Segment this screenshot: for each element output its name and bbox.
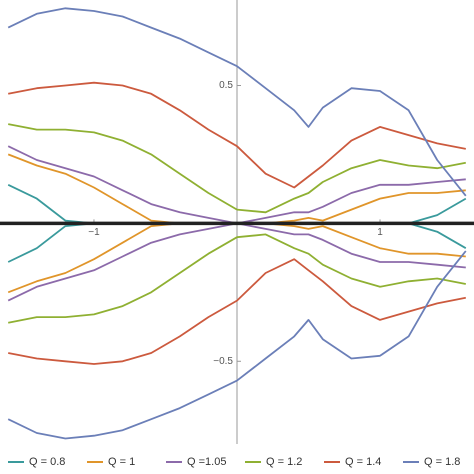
series-line: [7, 7, 467, 197]
legend-label: Q = 0.8: [29, 456, 65, 468]
legend-label: Q = 1: [108, 456, 135, 468]
legend-label: Q =1.05: [187, 456, 226, 468]
plot-area: −1 1 −0.5 0.5: [0, 0, 474, 444]
x-tick-label: 1: [377, 227, 383, 238]
series-line: [7, 145, 466, 225]
legend-label: Q = 1.8: [424, 456, 460, 468]
series-line: [7, 250, 467, 440]
series-line: [8, 123, 466, 214]
series-line: [7, 222, 466, 302]
legend-label: Q = 1.4: [345, 456, 381, 468]
series-line: [8, 233, 466, 324]
x-tick-label: −1: [88, 227, 100, 238]
legend-label: Q = 1.2: [266, 456, 302, 468]
y-tick-label: −0.5: [213, 356, 233, 367]
legend: Q = 0.8 Q = 1 Q =1.05 Q = 1.2 Q = 1.4 Q = 1.8: [8, 456, 460, 468]
series-line: [8, 81, 466, 189]
y-tick-label: 0.5: [219, 80, 233, 91]
series-line: [8, 258, 466, 365]
